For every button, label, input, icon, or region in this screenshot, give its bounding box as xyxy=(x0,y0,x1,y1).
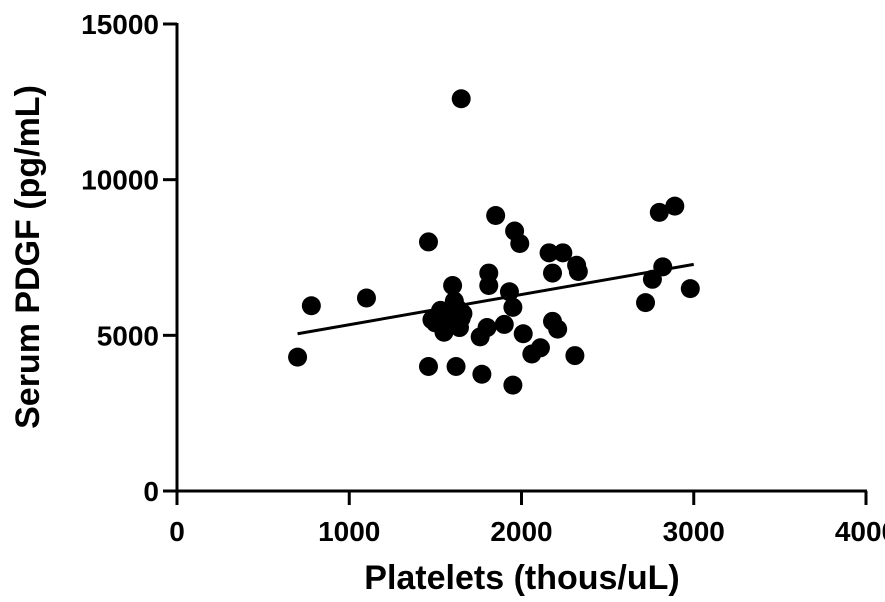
data-point xyxy=(642,269,662,289)
x-axis-title: Platelets (thous/uL) xyxy=(364,559,679,597)
data-point xyxy=(548,319,568,339)
data-point xyxy=(636,293,656,313)
data-point xyxy=(539,243,559,263)
regression-line-group xyxy=(297,262,695,336)
data-point xyxy=(653,257,673,277)
data-point xyxy=(477,318,497,338)
x-tick-label: 1000 xyxy=(318,516,380,547)
y-tick-label: 10000 xyxy=(81,165,159,196)
data-point xyxy=(649,202,669,222)
y-axis: 0 5000 10000 15000 xyxy=(81,9,179,507)
data-point xyxy=(503,375,523,395)
y-tick-label: 5000 xyxy=(97,320,159,351)
data-point xyxy=(553,243,573,263)
data-point xyxy=(510,233,530,253)
data-point xyxy=(665,196,685,216)
y-axis-title: Serum PDGF (pg/mL) xyxy=(9,85,47,429)
y-tick-label: 0 xyxy=(143,476,159,507)
data-point xyxy=(453,304,473,324)
data-point xyxy=(530,338,550,358)
data-point xyxy=(472,364,492,384)
data-point xyxy=(499,282,519,302)
x-tick-label: 0 xyxy=(169,516,185,547)
data-point xyxy=(513,324,533,344)
data-point xyxy=(503,297,523,317)
data-point xyxy=(443,276,463,296)
data-point xyxy=(479,263,499,283)
data-points xyxy=(288,89,700,395)
x-tick-label: 2000 xyxy=(490,516,552,547)
data-point xyxy=(494,314,514,334)
data-point xyxy=(356,288,376,308)
data-point xyxy=(418,232,438,252)
data-point xyxy=(451,89,471,109)
regression-line xyxy=(297,262,695,336)
data-point xyxy=(301,296,321,316)
data-point xyxy=(446,356,466,376)
y-tick-label: 15000 xyxy=(81,9,159,40)
data-point xyxy=(434,322,454,342)
data-point xyxy=(543,263,563,283)
x-tick-label: 4000 xyxy=(835,516,885,547)
x-axis: 0 1000 2000 3000 4000 xyxy=(169,489,885,547)
data-point xyxy=(486,205,506,225)
x-tick-label: 3000 xyxy=(663,516,725,547)
data-point xyxy=(568,262,588,282)
data-point xyxy=(680,279,700,299)
data-point xyxy=(288,347,308,367)
data-point xyxy=(418,356,438,376)
data-point xyxy=(565,346,585,366)
